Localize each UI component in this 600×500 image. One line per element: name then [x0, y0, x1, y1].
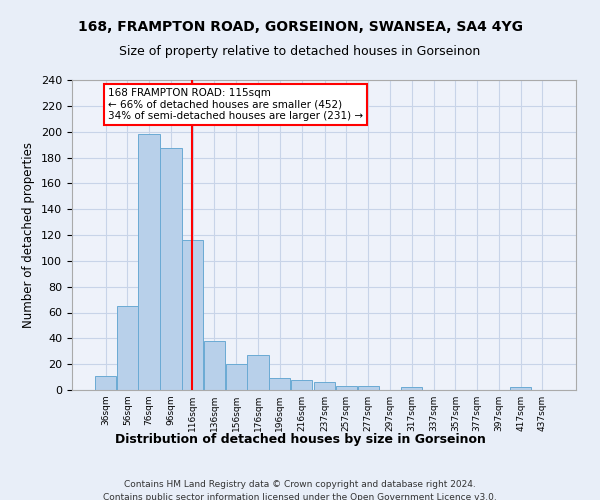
- Bar: [247, 355, 269, 390]
- Text: Size of property relative to detached houses in Gorseinon: Size of property relative to detached ho…: [119, 45, 481, 58]
- Text: 168 FRAMPTON ROAD: 115sqm
← 66% of detached houses are smaller (452)
34% of semi: 168 FRAMPTON ROAD: 115sqm ← 66% of detac…: [108, 88, 363, 121]
- Bar: [117, 306, 138, 390]
- Bar: [510, 388, 531, 390]
- Text: 168, FRAMPTON ROAD, GORSEINON, SWANSEA, SA4 4YG: 168, FRAMPTON ROAD, GORSEINON, SWANSEA, …: [77, 20, 523, 34]
- Bar: [358, 386, 379, 390]
- Text: Distribution of detached houses by size in Gorseinon: Distribution of detached houses by size …: [115, 432, 485, 446]
- Bar: [95, 376, 116, 390]
- Text: Contains HM Land Registry data © Crown copyright and database right 2024.: Contains HM Land Registry data © Crown c…: [124, 480, 476, 489]
- Bar: [160, 148, 182, 390]
- Bar: [204, 341, 225, 390]
- Bar: [291, 380, 312, 390]
- Text: Contains public sector information licensed under the Open Government Licence v3: Contains public sector information licen…: [103, 492, 497, 500]
- Bar: [336, 386, 357, 390]
- Bar: [401, 388, 422, 390]
- Bar: [139, 134, 160, 390]
- Bar: [269, 378, 290, 390]
- Bar: [314, 382, 335, 390]
- Bar: [182, 240, 203, 390]
- Bar: [226, 364, 247, 390]
- Y-axis label: Number of detached properties: Number of detached properties: [22, 142, 35, 328]
